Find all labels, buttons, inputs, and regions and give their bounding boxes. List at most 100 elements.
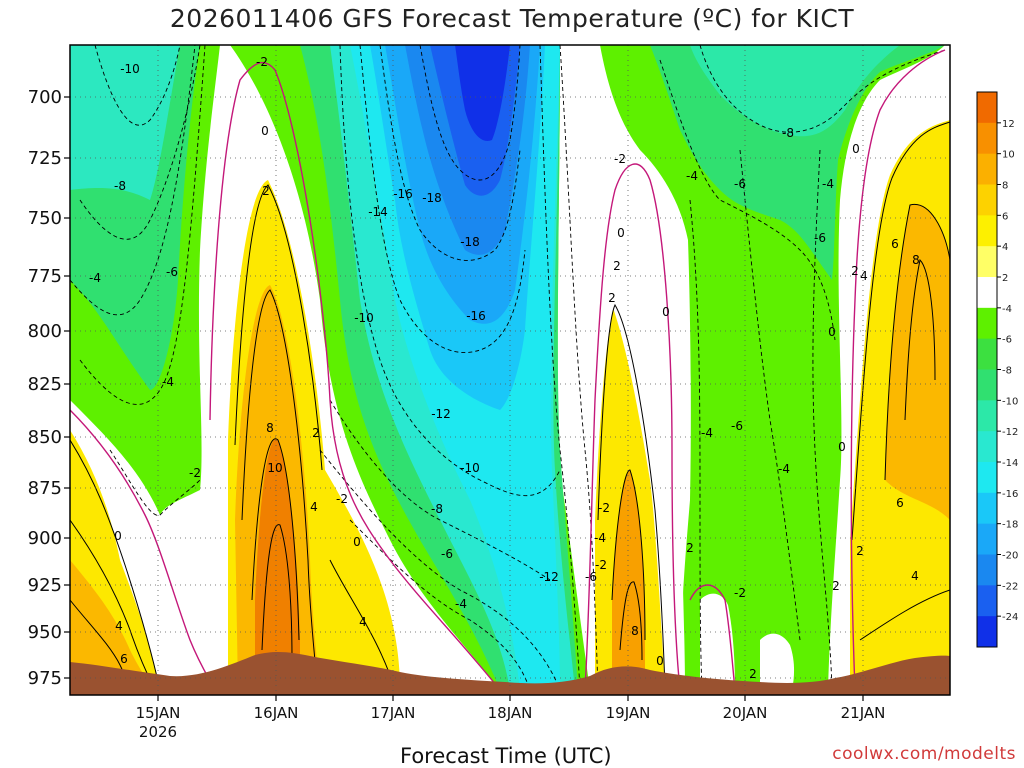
solid-contours (70, 121, 950, 691)
dashed-contours (70, 45, 946, 691)
colorbar-label: 10 (1002, 150, 1015, 161)
x-tick-label: 18JAN (488, 704, 533, 722)
warm-region-left-core (70, 560, 155, 690)
chart-title: 2026011406 GFS Forecast Temperature (ºC)… (169, 4, 855, 33)
contour-label: 2 (832, 579, 840, 593)
contour-label: 8 (631, 624, 639, 638)
warm-region-19jan-core (612, 470, 645, 690)
x-tick-label: 17JAN (371, 704, 416, 722)
contour-label: -16 (466, 309, 486, 323)
y-axis: 700 725 750 775 800 825 850 875 900 925 950 975 (28, 87, 70, 689)
contour-label: -8 (431, 502, 443, 516)
colorbar-swatch (977, 215, 997, 247)
x-tick-label: 21JAN (841, 704, 886, 722)
contour-label: -6 (734, 177, 746, 191)
y-tick-label: 700 (28, 87, 62, 108)
colorbar-swatch (977, 307, 997, 340)
contour-label: -16 (393, 187, 413, 201)
cool-region-right-core (690, 45, 900, 137)
colorbar-swatch (977, 616, 997, 648)
colorbar-swatch (977, 554, 997, 586)
colorbar-swatch (977, 246, 997, 278)
contour-label: 2 (686, 541, 694, 555)
contour-label: 6 (120, 652, 128, 666)
y-tick-label: 975 (28, 668, 62, 689)
colorbar-label: -18 (1002, 520, 1018, 531)
y-tick-label: 925 (28, 575, 62, 596)
warm-region-16jan-core (255, 438, 300, 690)
contour-label: -10 (354, 311, 374, 325)
contour-label: 0 (852, 142, 860, 156)
contour-label: 0 (114, 529, 122, 543)
colorbar-swatch (977, 369, 997, 401)
contour-label: 8 (266, 421, 274, 435)
contour-label: -18 (460, 235, 480, 249)
contour-label: -6 (814, 231, 826, 245)
colorbar-label: -6 (1002, 335, 1012, 346)
contour-label: 2 (262, 184, 270, 198)
contour-label: -2 (189, 466, 201, 480)
contour-label: 2 (851, 264, 859, 278)
y-tick-label: 950 (28, 622, 62, 643)
colorbar-label: -20 (1002, 551, 1018, 562)
y-tick-label: 850 (28, 427, 62, 448)
y-tick-label: 775 (28, 266, 62, 287)
contour-label: 0 (656, 654, 664, 668)
contour-label: -6 (166, 265, 178, 279)
contour-label: -4 (455, 597, 467, 611)
x-tick-label: 15JAN (136, 704, 181, 722)
x-tick-label: 16JAN (254, 704, 299, 722)
colorbar: 12 10 8 6 4 2 -4 -6 -8 -10 -12 -14 -16 -18 -20 -22 -24 (976, 91, 1018, 648)
contour-label: 0 (838, 440, 846, 454)
contour-label: -4 (686, 169, 698, 183)
colorbar-swatch (977, 184, 997, 216)
contour-label: -4 (89, 271, 101, 285)
contour-label: 4 (359, 615, 367, 629)
x-tick-label: 19JAN (606, 704, 651, 722)
contour-label: -14 (368, 205, 388, 219)
contour-label: 2 (608, 291, 616, 305)
contour-label: 2 (312, 426, 320, 440)
contour-label: -8 (114, 179, 126, 193)
contour-label: 0 (353, 535, 361, 549)
colorbar-swatch (977, 122, 997, 155)
white-patch-19jan (590, 160, 685, 690)
colorbar-swatch (977, 92, 997, 124)
contour-label: 4 (911, 569, 919, 583)
contour-label: 2 (749, 667, 757, 681)
y-tick-label: 900 (28, 528, 62, 549)
contour-label: -4 (778, 462, 790, 476)
contour-label: 2 (613, 259, 621, 273)
colorbar-swatch (977, 462, 997, 494)
contour-label: 2 (856, 544, 864, 558)
colorbar-label: -22 (1002, 581, 1018, 592)
contour-label: -4 (162, 375, 174, 389)
colorbar-label: -10 (1002, 396, 1018, 407)
contour-label: -12 (431, 407, 451, 421)
colorbar-swatch (977, 400, 997, 432)
cool-region-right (600, 45, 945, 690)
y-tick-label: 825 (28, 374, 62, 395)
colorbar-label: -14 (1002, 458, 1018, 469)
colorbar-label: -12 (1002, 427, 1018, 438)
colorbar-label: 6 (1002, 211, 1008, 222)
contour-label: -6 (441, 547, 453, 561)
contour-label: -10 (120, 62, 140, 76)
contour-label: -2 (734, 586, 746, 600)
contour-label: 4 (310, 500, 318, 514)
contour-label: -2 (336, 492, 348, 506)
contour-label: -12 (539, 570, 559, 584)
contour-label: 0 (617, 226, 625, 240)
x-axis-label: Forecast Time (UTC) (400, 744, 612, 768)
cool-region-left-core (70, 45, 180, 200)
x-year-label: 2026 (139, 723, 177, 741)
y-tick-label: 800 (28, 321, 62, 342)
contour-label: -2 (614, 152, 626, 166)
colorbar-swatch (977, 431, 997, 463)
contour-label: -18 (422, 191, 442, 205)
contour-label: 6 (891, 237, 899, 251)
y-tick-label: 750 (28, 208, 62, 229)
white-patch-20jan-a (700, 593, 735, 690)
